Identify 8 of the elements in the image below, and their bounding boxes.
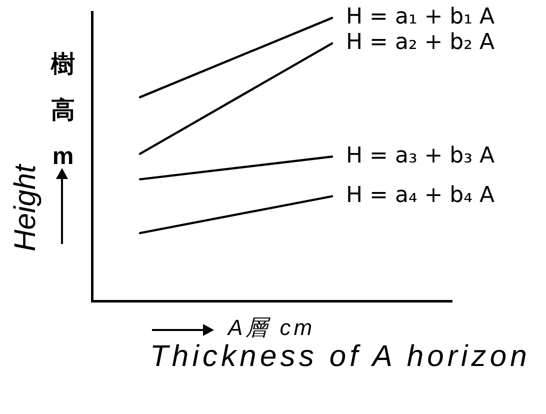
y-axis-title: Height xyxy=(9,164,43,252)
series-label: H = a₃ + b₃ A xyxy=(346,143,495,168)
text: A層 cm xyxy=(228,314,316,342)
series-label: H = a₂ + b₂ A xyxy=(346,30,495,56)
series-label: H = a₄ + b₄ A xyxy=(346,182,495,208)
text: 樹高 m xyxy=(50,50,76,172)
series-label: H = a₁ + b₁ A xyxy=(346,4,495,30)
x-axis-title: Thickness of A horizon xyxy=(150,340,530,374)
